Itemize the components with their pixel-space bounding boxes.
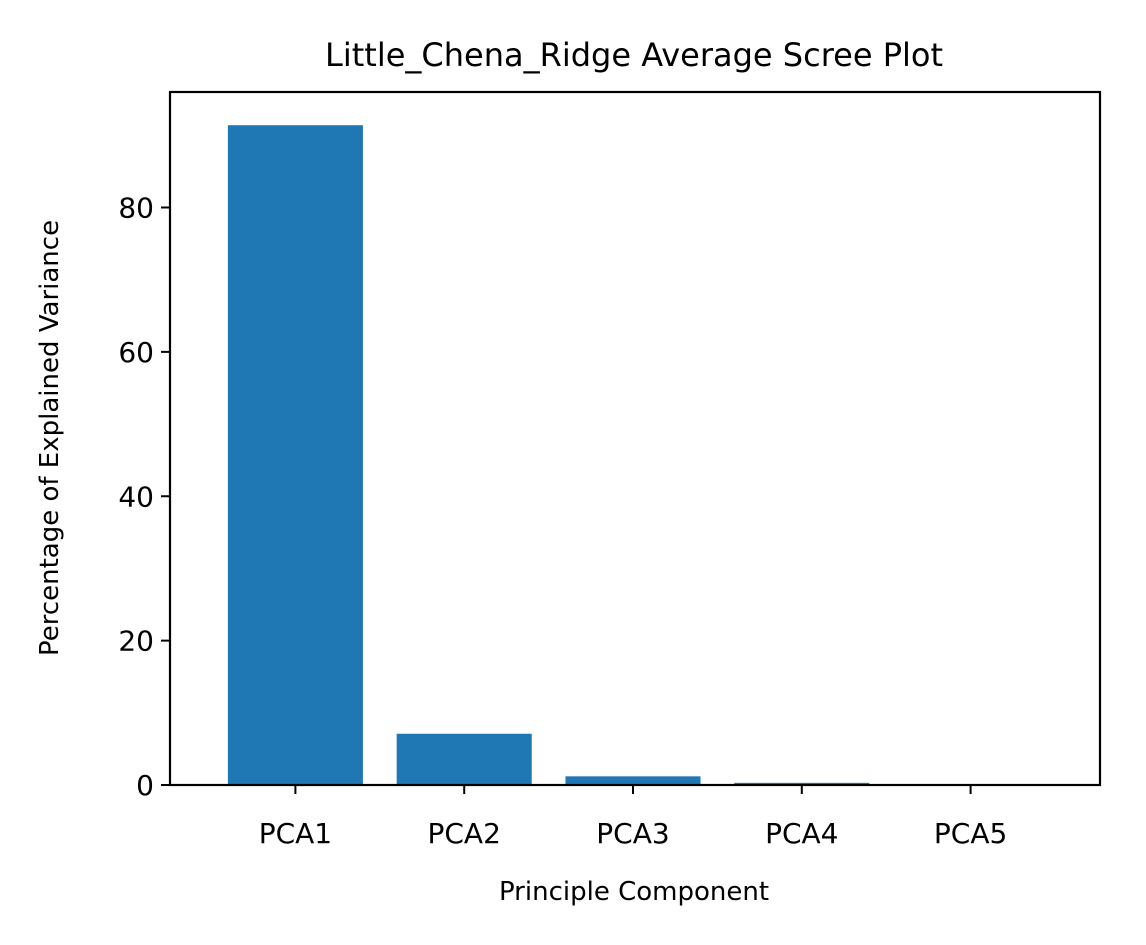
x-tick-label: PCA3 [596, 817, 669, 850]
y-axis-label: Percentage of Explained Variance [35, 220, 65, 656]
y-tick-label: 20 [118, 625, 154, 658]
x-tick-label: PCA2 [427, 817, 500, 850]
y-tick-label: 0 [136, 769, 154, 802]
bar-pca2 [396, 733, 532, 785]
x-axis: PCA1 PCA2 PCA3 PCA4 PCA5 [259, 785, 1007, 850]
y-tick-label: 60 [118, 336, 154, 369]
bar-pca1 [227, 125, 363, 785]
x-axis-label: Principle Component [499, 877, 769, 907]
plot-frame [168, 90, 1102, 787]
x-tick-label: PCA4 [765, 817, 838, 850]
chart-title: Little_Chena_Ridge Average Scree Plot [325, 36, 943, 74]
x-tick-label: PCA5 [934, 817, 1007, 850]
x-tick-label: PCA1 [259, 817, 332, 850]
y-tick-label: 80 [118, 192, 154, 225]
y-axis: 0 20 40 60 80 [118, 192, 170, 802]
bars-layer [227, 125, 1039, 785]
y-tick-label: 40 [118, 480, 154, 513]
bar-pca3 [565, 776, 701, 785]
